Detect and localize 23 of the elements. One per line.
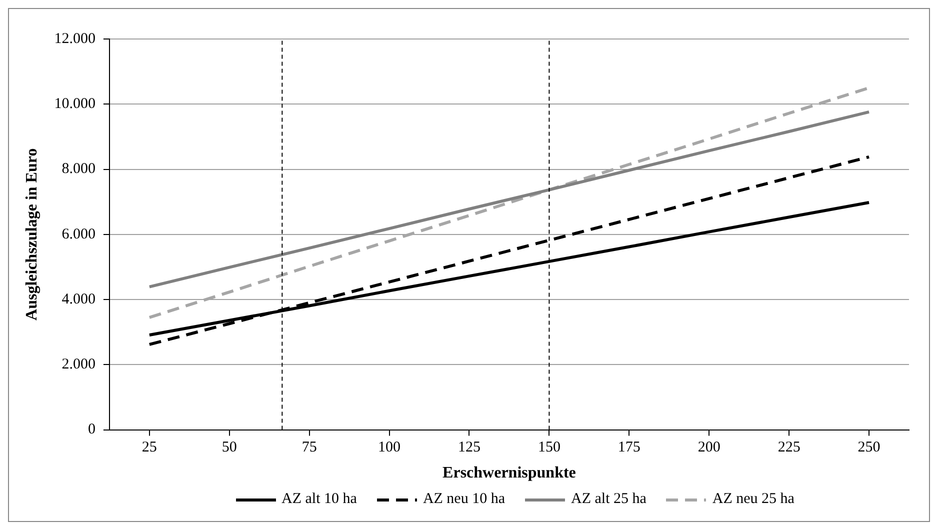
x-tick-label: 175 (618, 440, 640, 456)
y-tick-label: 2.000 (62, 356, 96, 373)
x-tick-label: 50 (222, 440, 237, 456)
y-tick-label: 8.000 (62, 161, 96, 178)
legend-label: AZ neu 10 ha (422, 491, 505, 508)
y-axis-title: Ausgleichszulage in Euro (24, 148, 41, 320)
x-tick-label: 25 (142, 440, 157, 456)
x-axis-title: Erschwernispunkte (442, 464, 576, 482)
y-tick-label: 0 (88, 422, 96, 438)
x-tick-label: 100 (378, 440, 401, 456)
x-tick-label: 250 (858, 440, 880, 456)
legend-label: AZ alt 25 ha (571, 491, 646, 508)
x-tick-label: 200 (698, 440, 720, 456)
x-tick-label: 150 (538, 440, 560, 456)
y-tick-label: 6.000 (62, 226, 96, 242)
x-tick-label: 75 (302, 440, 317, 456)
y-tick-label: 12.000 (54, 30, 96, 47)
y-tick-label: 4.000 (62, 291, 96, 308)
y-tick-label: 10.000 (54, 96, 96, 112)
legend-label: AZ neu 25 ha (712, 491, 794, 508)
legend-label: AZ alt 10 ha (282, 491, 357, 508)
x-tick-label: 225 (778, 440, 800, 456)
x-tick-label: 125 (458, 440, 480, 456)
